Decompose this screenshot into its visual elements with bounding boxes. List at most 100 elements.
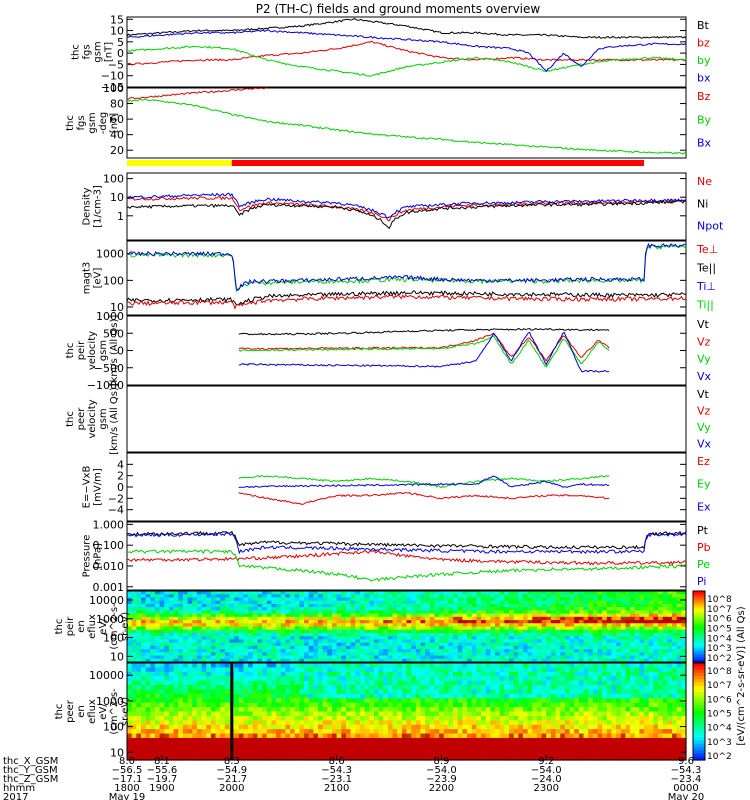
heatmap-cell [597,676,603,682]
heatmap-cell [495,613,501,618]
heatmap-cell [257,607,263,611]
heatmap-cell [504,733,510,739]
heatmap-cell [588,724,594,730]
heatmap-cell [532,733,538,739]
heatmap-cell [224,667,231,673]
heatmap-cell [485,667,491,673]
heatmap-cell [262,671,268,677]
heatmap-cell [569,671,575,677]
heatmap-cell [196,702,203,708]
heatmap-cell [257,707,263,713]
heatmap-cell [266,663,273,669]
heatmap-cell [266,613,273,618]
heatmap-cell [248,629,254,634]
heatmap-cell [187,649,193,653]
heatmap-cell [564,603,571,608]
heatmap-cell [159,655,165,660]
heatmap-cell [429,676,436,682]
heatmap-cell [308,623,314,628]
heatmap-cell [238,613,245,618]
heatmap-cell [606,652,613,657]
heatmap-cell [299,591,305,595]
heatmap-cell [425,658,431,663]
heatmap-cell [131,626,137,631]
heatmap-cell [639,702,645,708]
heatmap-cell [257,626,263,631]
heatmap-cell [639,715,645,721]
heatmap-cell [145,607,151,611]
heatmap-cell [457,663,463,669]
heatmap-cell [248,649,254,653]
heatmap-cell [616,698,622,704]
heatmap-cell [681,632,687,637]
y-axis-label: en [76,620,87,633]
heatmap-cell [341,689,347,695]
heatmap-cell [350,620,356,624]
heatmap-cell [662,689,668,695]
heatmap-cell [457,671,463,677]
heatmap-cell [564,629,571,634]
heatmap-cell [569,685,575,691]
heatmap-cell [313,715,319,721]
heatmap-cell [606,594,613,599]
heatmap-cell [387,680,394,686]
heatmap-cell [602,616,608,621]
heatmap-cell [639,597,645,602]
heatmap-cell [634,676,641,682]
heatmap-cell [154,689,161,695]
heatmap-cell [620,685,627,691]
heatmap-cell [588,600,594,605]
heatmap-cell [681,689,687,695]
heatmap-cell [662,652,668,657]
heatmap-cell [504,693,510,699]
heatmap-cell [644,729,650,735]
heatmap-cell [490,724,496,730]
heatmap-cell [490,603,496,608]
heatmap-cell [294,616,300,621]
heatmap-cell [564,702,571,708]
heatmap-cell [564,685,571,691]
heatmap-cell [490,649,496,653]
heatmap-cell [411,649,417,653]
heatmap-cell [471,663,477,669]
heatmap-cell [522,597,529,602]
heatmap-cell [536,689,543,695]
heatmap-cell [508,597,515,602]
heatmap-cell [467,711,473,717]
heatmap-cell [592,671,599,677]
heatmap-cell [462,639,468,644]
heatmap-cell [238,667,245,673]
heatmap-cell [513,652,519,657]
heatmap-cell [588,629,594,634]
heatmap-cell [187,671,193,677]
heatmap-cell [373,671,380,677]
heatmap-cell [127,610,133,615]
heatmap-cell [317,610,324,615]
heatmap-cell [331,645,338,650]
heatmap-cell [285,645,291,650]
heatmap-cell [145,655,151,660]
heatmap-cell [336,652,342,657]
heatmap-cell [299,610,305,615]
heatmap-cell [127,707,133,713]
heatmap-cell [620,639,627,644]
heatmap-cell [313,685,319,691]
heatmap-cell [182,620,189,624]
heatmap-cell [453,629,459,634]
heatmap-cell [243,591,249,595]
heatmap-cell [420,667,426,673]
heatmap-cell [658,626,664,631]
heatmap-cell [238,632,245,637]
heatmap-cell [574,693,580,699]
heatmap-cell [476,645,482,650]
heatmap-cell [201,671,207,677]
heatmap-cell [196,613,203,618]
heatmap-cell [294,680,300,686]
heatmap-cell [317,594,324,599]
heatmap-cell [173,649,179,653]
heatmap-cell [518,632,524,637]
heatmap-cell [392,649,398,653]
heatmap-cell [578,597,585,602]
heatmap-cell [411,639,417,644]
heatmap-cell [234,626,240,631]
